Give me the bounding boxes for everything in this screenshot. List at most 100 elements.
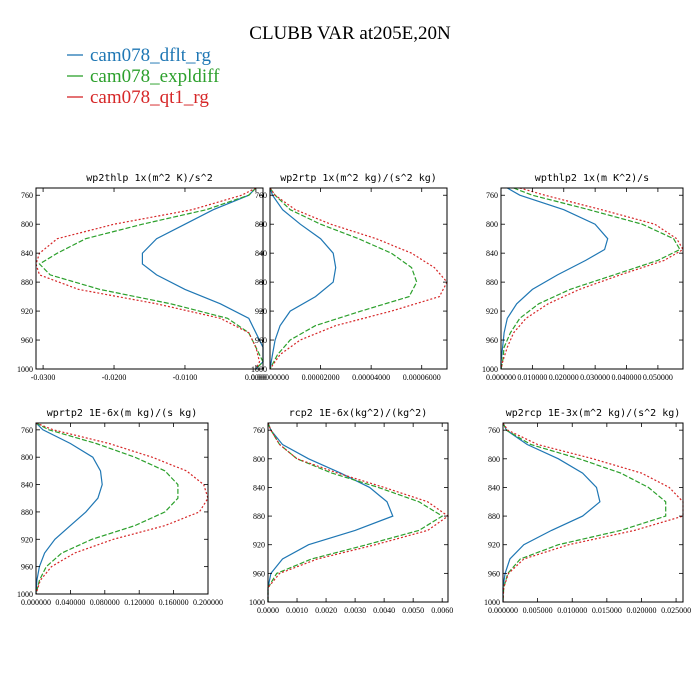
x-tick-label: -0.0200	[102, 373, 127, 382]
y-tick-label: 960	[21, 563, 33, 572]
x-tick-label: 0.0010	[286, 606, 308, 615]
y-tick-label: 960	[486, 336, 498, 345]
y-tick-label: 920	[21, 307, 33, 316]
x-tick-label: 0.0060	[431, 606, 453, 615]
series-line-1	[502, 422, 667, 603]
x-tick-label: 0.00000000	[251, 373, 289, 382]
plot-frame	[500, 187, 684, 370]
y-tick-label: 760	[486, 191, 498, 200]
plot-frame	[269, 187, 448, 370]
series-line-2	[269, 187, 448, 370]
y-tick-label: 880	[255, 278, 267, 287]
x-tick-label: 0.00006000	[403, 373, 441, 382]
x-tick-label: 0.0040	[373, 606, 395, 615]
y-tick-label: 760	[21, 191, 33, 200]
x-tick-label: 0.0000	[257, 606, 279, 615]
x-tick-label: 0.0000	[245, 373, 267, 382]
y-tick-label: 880	[486, 278, 498, 287]
x-tick-label: 0.040000	[612, 373, 642, 382]
y-tick-label: 880	[488, 512, 500, 521]
y-tick-label: 840	[21, 481, 33, 490]
y-tick-label: 880	[21, 278, 33, 287]
figure-title: CLUBB VAR at205E,20N	[249, 23, 451, 44]
series-line-1	[267, 422, 444, 602]
series-line-0	[500, 187, 609, 369]
x-tick-label: 0.0030	[344, 606, 366, 615]
panel-title: wprtp2 1E-6x(m kg)/(s kg)	[47, 408, 198, 419]
panel-5: wp2rcp 1E-3x(m^2 kg)/(s^2 kg) 760 800 840 88…	[484, 408, 691, 615]
y-tick-label: 1000	[482, 365, 498, 374]
y-tick-label: 920	[488, 541, 500, 550]
series-line-1	[38, 187, 264, 370]
y-tick-label: 960	[21, 336, 33, 345]
series-line-2	[35, 187, 261, 370]
x-tick-label: 0.020000	[549, 373, 579, 382]
y-tick-label: 800	[486, 220, 498, 229]
y-tick-label: 1000	[17, 590, 33, 599]
panels: wp2thlp 1x(m^2 K)/s^2 760 800 840 880 920 960 1…	[17, 173, 691, 615]
x-tick-label: 0.030000	[580, 373, 610, 382]
panel-2: wpthlp2 1x(m K^2)/s 760 800 840 880 920 960 100…	[482, 173, 684, 382]
x-tick-label: 0.000000	[21, 598, 51, 607]
x-tick-label: -0.0300	[31, 373, 56, 382]
x-tick-label: 0.00004000	[352, 373, 390, 382]
x-tick-label: 0.040000	[55, 598, 85, 607]
panel-1: wp2rtp 1x(m^2 kg)/(s^2 kg) 760 800 840 880 92…	[251, 173, 448, 382]
x-tick-label: 0.010000	[517, 373, 547, 382]
y-tick-label: 880	[21, 508, 33, 517]
y-tick-label: 800	[21, 453, 33, 462]
y-tick-label: 760	[253, 426, 265, 435]
legend-label-0: cam078_dflt_rg	[90, 45, 212, 66]
y-tick-label: 840	[21, 249, 33, 258]
y-tick-label: 840	[255, 249, 267, 258]
y-tick-label: 1000	[17, 365, 33, 374]
x-tick-label: -0.0100	[173, 373, 198, 382]
legend-label-1: cam078_expldiff	[90, 66, 220, 87]
x-tick-label: 0.025000	[661, 606, 691, 615]
x-tick-label: 0.0020	[315, 606, 337, 615]
x-tick-label: 0.000000	[486, 373, 516, 382]
y-tick-label: 960	[255, 336, 267, 345]
y-tick-label: 840	[486, 249, 498, 258]
x-tick-label: 0.160000	[159, 598, 189, 607]
panel-4: rcp2 1E-6x(kg^2)/(kg^2) 760 800 840 880 920 96…	[249, 408, 453, 615]
y-tick-label: 840	[488, 483, 500, 492]
y-tick-label: 800	[255, 220, 267, 229]
y-tick-label: 960	[488, 569, 500, 578]
series-line-1	[269, 187, 418, 370]
y-tick-label: 1000	[251, 365, 267, 374]
series-line-2	[500, 187, 684, 370]
x-tick-label: 0.000000	[488, 606, 518, 615]
series-line-0	[502, 422, 601, 602]
series-line-0	[267, 422, 394, 602]
plot-frame	[502, 422, 684, 603]
y-tick-label: 840	[253, 483, 265, 492]
series-line-1	[35, 422, 179, 595]
x-tick-label: 0.005000	[523, 606, 553, 615]
panel-title: wp2rcp 1E-3x(m^2 kg)/(s^2 kg)	[506, 408, 681, 419]
y-tick-label: 800	[21, 220, 33, 229]
legend-label-2: cam078_qt1_rg	[90, 87, 209, 108]
panel-title: wp2rtp 1x(m^2 kg)/(s^2 kg)	[280, 173, 437, 184]
x-tick-label: 0.120000	[124, 598, 154, 607]
x-tick-label: 0.0050	[402, 606, 424, 615]
plot-frame	[35, 187, 264, 370]
panel-title: wpthlp2 1x(m K^2)/s	[535, 173, 649, 184]
x-tick-label: 0.080000	[90, 598, 120, 607]
x-tick-label: 0.015000	[592, 606, 622, 615]
panel-title: wp2thlp 1x(m^2 K)/s^2	[86, 173, 212, 184]
y-tick-label: 760	[255, 191, 267, 200]
y-tick-label: 880	[253, 512, 265, 521]
series-line-2	[35, 422, 209, 595]
y-tick-label: 1000	[249, 598, 265, 607]
y-tick-label: 800	[253, 455, 265, 464]
y-tick-label: 1000	[484, 598, 500, 607]
series-line-0	[141, 187, 264, 370]
x-tick-label: 0.00002000	[302, 373, 340, 382]
x-tick-label: 0.010000	[557, 606, 587, 615]
legend: cam078_dflt_rg cam078_expldiff cam078_qt…	[67, 45, 220, 108]
series-line-0	[269, 187, 337, 370]
x-tick-label: 0.020000	[626, 606, 656, 615]
y-tick-label: 920	[253, 541, 265, 550]
plot-frame	[35, 422, 209, 595]
